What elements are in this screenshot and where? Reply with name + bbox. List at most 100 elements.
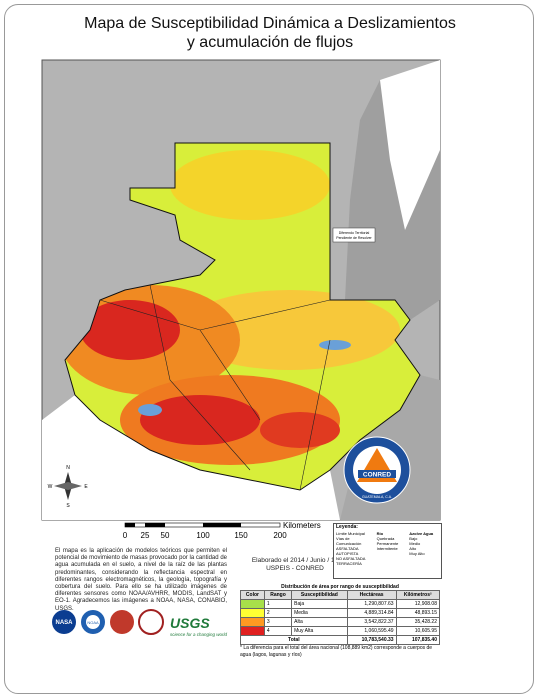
legend-heading: Azolve Agua (409, 531, 434, 536)
color-swatch (240, 608, 265, 618)
table-cell: Baja (291, 599, 348, 609)
legend-item: Permanente (376, 541, 399, 546)
color-swatch (240, 599, 265, 609)
table-cell: 1 (263, 599, 293, 609)
lake-izabal (319, 340, 351, 350)
legend-item: Vías de Comunicación (336, 536, 362, 546)
department-borders (99, 284, 331, 491)
table-row: 1 Baja 1,290,807.63 12,908.08 (240, 599, 441, 609)
scale-label: 25 (141, 531, 150, 540)
table-cell: 12,908.08 (395, 599, 441, 609)
noaa-logo-inner (86, 615, 100, 629)
legend-item: Intermitente (376, 546, 398, 551)
table-row: 3 Alta 3,542,822.37 35,428.22 (240, 617, 441, 627)
pacific-ocean (42, 395, 340, 520)
conred-logo: CONRED GUATEMALA, C.A. (343, 436, 411, 504)
table-cell: Alta (291, 617, 348, 627)
table-cell: 35,428.22 (395, 617, 441, 627)
scale-unit: Kilometers (283, 521, 321, 530)
legend-item: Alto (409, 546, 417, 551)
usgs-tagline: science for a changing world (170, 632, 228, 637)
inset-note: Pendiente de Resolver (336, 236, 372, 240)
legend-item: AUTOPISTA (336, 551, 359, 556)
legend-heading: Río (376, 531, 384, 536)
table-cell: 1,060,595.49 (346, 626, 397, 636)
compass-label: E (84, 484, 88, 490)
table-header: Susceptibilidad (291, 590, 348, 600)
scale-label: 150 (234, 531, 248, 540)
logos: NASA NOAA USGS science for a changing wo… (52, 609, 228, 637)
legend-title: Leyenda: (336, 524, 358, 530)
credits: Elaborado el 2014 / Junio / 10 USPEIS - … (240, 557, 350, 573)
legend-item: Medio (409, 541, 421, 546)
scale-label: 0 (123, 531, 128, 540)
compass-label: N (66, 465, 70, 471)
description: El mapa es la aplicación de modelos teór… (55, 548, 227, 612)
table-cell: Muy Alta (291, 626, 348, 636)
table-header: Rango (263, 590, 293, 600)
table-row: 2 Media 4,889,314.84 48,893.15 (240, 608, 441, 618)
table: Color Rango Susceptibilidad Hectáreas Kilóme… (240, 590, 441, 645)
nasa-logo (52, 610, 76, 634)
table-total-cell: 107,835.40 (395, 635, 441, 645)
table-cell: 1,290,807.63 (346, 599, 397, 609)
scale-label: 200 (273, 531, 287, 540)
compass: N S E W (48, 465, 89, 509)
table-cell: Media (291, 608, 348, 618)
table-total-row: Total 10,783,540.33 107,835.40 (240, 635, 441, 645)
legend: Leyenda: Límite Municipal Vías de Comunic… (333, 523, 442, 579)
inset-note-box (332, 227, 376, 243)
noaa-text: NOAA (87, 620, 99, 625)
usgs-text: USGS (170, 615, 210, 631)
legend-item: TERRACERÍA (336, 561, 362, 566)
conabio-logo (110, 610, 134, 634)
partner-logo (138, 609, 164, 635)
logo-name: CONRED (363, 472, 391, 479)
caribbean (380, 60, 440, 230)
table-row: 4 Muy Alta 1,060,595.49 10,605.95 (240, 626, 441, 636)
legend-columns: Límite Municipal Vías de Comunicación ASFA… (334, 531, 441, 566)
table-cell: 48,893.15 (395, 608, 441, 618)
table-cell: 4 (263, 626, 293, 636)
credit-line: USPEIS - CONRED (266, 565, 324, 572)
legend-item: Muy Alto (409, 551, 425, 556)
zone-medium (170, 150, 330, 220)
title-line: Mapa de Susceptibilidad Dinámica a Desli… (84, 15, 456, 32)
color-swatch (240, 626, 265, 636)
zone-very-high (140, 395, 260, 445)
title: Mapa de Susceptibilidad Dinámica a Desli… (0, 14, 540, 52)
table-cell: 2 (263, 608, 293, 618)
table-header: Hectáreas (346, 590, 397, 600)
area-table: Distribución de área por rango de suscep… (240, 584, 441, 659)
page-frame (4, 4, 534, 694)
table-cell: 10,605.95 (395, 626, 441, 636)
title-line: y acumulación de flujos (186, 34, 354, 51)
legend-item: NO ASFALTADA (336, 556, 366, 561)
color-swatch (240, 617, 265, 627)
logo-country: GUATEMALA, C.A. (362, 495, 392, 499)
inset-note: Diferendo Territorial (339, 231, 370, 235)
zone-very-high (80, 300, 180, 360)
table-header: Kilómetros² (395, 590, 441, 600)
country-border (64, 142, 421, 491)
table-cell: 4,889,314.84 (346, 608, 397, 618)
legend-item: Bajo (409, 536, 418, 541)
compass-label: S (66, 503, 70, 509)
compass-label: W (48, 484, 53, 490)
table-header-row: Color Rango Susceptibilidad Hectáreas Kilóme… (240, 590, 441, 600)
legend-item: Quebrada (376, 536, 395, 541)
zone-very-high (260, 412, 340, 448)
nasa-text: NASA (55, 620, 73, 626)
scale-label: 50 (161, 531, 170, 540)
legend-item: Límite Municipal (336, 531, 365, 536)
lake-atitlan (138, 404, 162, 416)
table-header: Color (240, 590, 265, 600)
table-cell: 3 (263, 617, 293, 627)
legend-item: ASFALTADA (336, 546, 359, 551)
table-cell: 3,542,822.37 (346, 617, 397, 627)
map: Diferendo Territorial Pendiente de Resol… (41, 59, 441, 540)
legend-column: Límite Municipal Vías de Comunicación ASFA… (336, 531, 374, 566)
table-total-cell: Total (240, 635, 348, 645)
legend-column: Azolve Agua Bajo Medio Alto Muy Alto (409, 531, 439, 566)
